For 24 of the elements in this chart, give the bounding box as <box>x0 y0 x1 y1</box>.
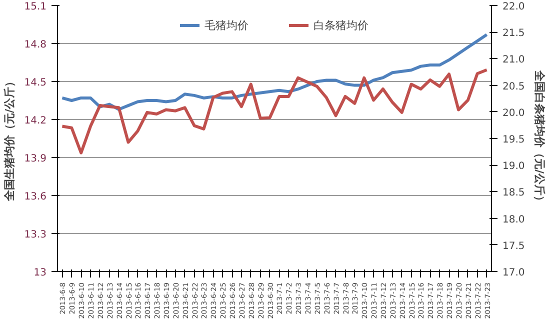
y2-tick-label: 20.5 <box>502 81 525 92</box>
y2-tick-label: 22.0 <box>502 2 525 12</box>
y-tick-label: 13.9 <box>24 154 46 164</box>
y-tick-label: 13 <box>34 268 47 278</box>
y2-tick-label: 17.0 <box>502 268 525 278</box>
y-axis-title: 全国生猪均价（元/公斤） <box>3 76 16 202</box>
y-tick-label: 14.8 <box>24 40 46 50</box>
legend-label: 白条猪均价 <box>314 18 368 32</box>
y-tick-label: 14.2 <box>24 116 46 126</box>
y2-tick-label: 18.0 <box>502 214 525 226</box>
y-tick-label: 13.3 <box>24 230 46 240</box>
y2-tick-label: 21.0 <box>502 54 525 66</box>
y-tick-label: 14.5 <box>24 78 46 88</box>
y2-tick-label: 20.0 <box>502 108 525 119</box>
y2-tick-label: 19.5 <box>502 134 525 146</box>
legend-label: 毛猪均价 <box>204 18 248 32</box>
y2-tick-label: 21.5 <box>502 28 525 40</box>
line-series <box>60 68 488 154</box>
y2-tick-label: 17.5 <box>502 240 525 252</box>
y-tick-label: 15.1 <box>24 2 46 12</box>
y2-tick-label: 19.0 <box>502 161 525 172</box>
y-tick-label: 13.6 <box>24 192 46 202</box>
y2-tick-label: 18.5 <box>502 188 525 199</box>
y2-axis-title: 全国白条猪均价（元/公斤） <box>532 69 546 207</box>
